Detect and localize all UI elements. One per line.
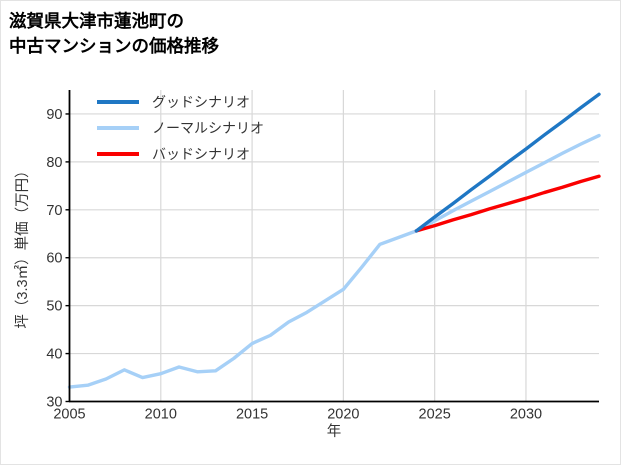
y-tick-label: 80 xyxy=(46,155,62,171)
chart-title: 滋賀県大津市蓮池町の 中古マンションの価格推移 xyxy=(9,11,219,57)
x-tick-label: 2020 xyxy=(327,407,359,423)
series-line xyxy=(414,92,601,233)
legend-label[interactable]: バッドシナリオ xyxy=(152,146,250,162)
series-line xyxy=(67,133,601,389)
series-line xyxy=(414,174,601,233)
x-tick-label: 2030 xyxy=(510,407,542,423)
axis-lines xyxy=(68,90,599,403)
y-tick-label: 30 xyxy=(46,395,62,411)
data-series-layer xyxy=(67,92,601,389)
legend-label[interactable]: グッドシナリオ xyxy=(152,94,250,110)
x-tick-label: 2015 xyxy=(236,407,268,423)
y-tick-label: 50 xyxy=(46,299,62,315)
y-tick-label: 40 xyxy=(46,347,62,363)
x-tick-label: 2005 xyxy=(53,407,85,423)
tick-labels: 2005 2010 2015 2020 2025 2030 30 40 50 60 70 80 90 xyxy=(46,107,542,423)
legend-label[interactable]: ノーマルシナリオ xyxy=(152,120,264,136)
y-tick-label: 70 xyxy=(46,203,62,219)
y-tick-label: 60 xyxy=(46,251,62,267)
x-tick-label: 2025 xyxy=(419,407,451,423)
x-axis-title: 年 xyxy=(327,423,342,440)
gridlines xyxy=(69,90,599,402)
x-tick-label: 2010 xyxy=(145,407,177,423)
y-tick-label: 90 xyxy=(46,107,62,123)
y-axis-title: 坪（3.3㎡）単価（万円） xyxy=(14,163,31,328)
